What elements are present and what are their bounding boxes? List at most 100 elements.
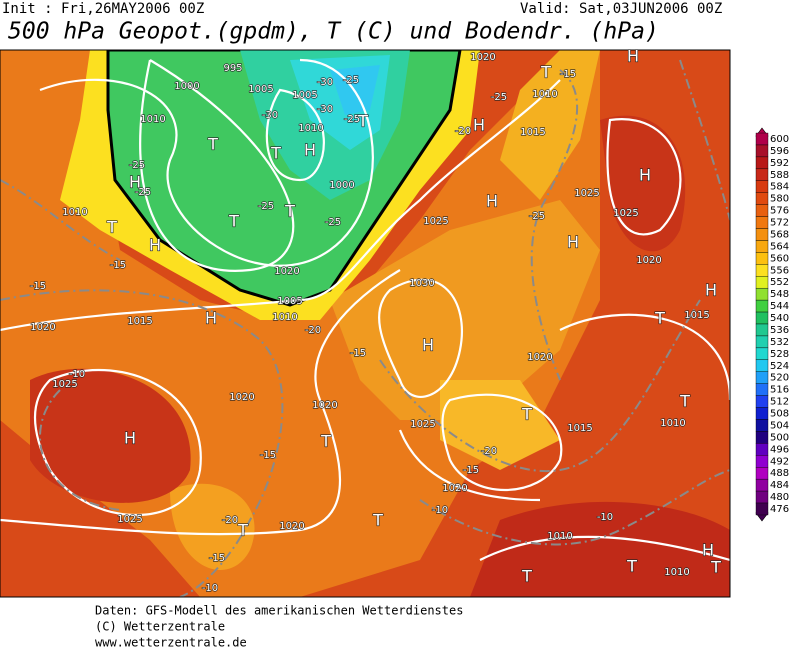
pressure-center: T: [679, 392, 690, 411]
colorbar-swatch: [755, 455, 769, 468]
footer-line: (C) Wetterzentrale: [95, 620, 225, 634]
pressure-center: T: [540, 63, 551, 82]
contour-label: 1020: [470, 52, 495, 63]
contour-label: 1020: [636, 255, 661, 266]
contour-label: -25: [529, 211, 545, 222]
contour-label: 1000: [174, 81, 199, 92]
pressure-center: H: [129, 173, 141, 192]
colorbar-label: 528: [770, 349, 789, 360]
contour-label: -15: [560, 69, 576, 80]
contour-label: -10: [432, 505, 448, 516]
pressure-center: T: [270, 144, 281, 163]
contour-label: -25: [129, 160, 145, 171]
contour-label: -20: [222, 515, 238, 526]
contour-label: 1010: [547, 531, 572, 542]
pressure-center: T: [710, 558, 721, 577]
colorbar-swatch: [755, 359, 769, 372]
pressure-center: H: [149, 236, 161, 255]
contour-label: -15: [260, 450, 276, 461]
colorbar-swatch: [755, 144, 769, 158]
contour-label: 1015: [684, 310, 709, 321]
contour-label: 1020: [30, 322, 55, 333]
pressure-center: T: [521, 405, 532, 424]
colorbar-swatch: [755, 323, 769, 337]
contour-label: -25: [135, 187, 151, 198]
footer-line: www.wetterzentrale.de: [95, 636, 247, 648]
colorbar-label: 516: [770, 385, 789, 396]
colorbar-label: 520: [770, 373, 789, 384]
valid-time: Valid: Sat,03JUN2006 00Z: [520, 1, 722, 17]
pressure-center: T: [228, 212, 239, 231]
contour-label: -25: [491, 92, 507, 103]
colorbar-swatch: [755, 264, 769, 277]
colorbar-label: 492: [770, 456, 789, 467]
contour-label: -15: [30, 281, 46, 292]
contour-label: 1010: [140, 114, 165, 125]
colorbar-swatch: [755, 204, 769, 217]
contour-label: 1030: [409, 278, 434, 289]
colorbar-label: 600: [770, 134, 789, 145]
contour-label: 1015: [520, 127, 545, 138]
colorbar-label: 476: [770, 504, 789, 515]
colorbar-swatch: [755, 395, 769, 408]
colorbar-label: 544: [770, 301, 789, 312]
colorbar-label: 572: [770, 218, 789, 229]
contour-label: 1020: [527, 352, 552, 363]
colorbar-label: 592: [770, 158, 789, 169]
pressure-center: T: [320, 432, 331, 451]
colorbar-label: 496: [770, 444, 789, 455]
colorbar-label: 576: [770, 206, 789, 217]
pressure-center: T: [626, 557, 637, 576]
colorbar-swatch: [755, 132, 769, 146]
colorbar-swatch: [755, 311, 769, 325]
pressure-center: T: [237, 521, 248, 540]
contour-label: 1025: [410, 419, 435, 430]
colorbar-label: 560: [770, 253, 789, 264]
colorbar-swatch: [755, 192, 769, 205]
contour-label: 1010: [62, 207, 87, 218]
pressure-center: H: [486, 192, 498, 211]
colorbar-swatch: [755, 335, 769, 349]
contour-label: -25: [258, 201, 274, 212]
colorbar-swatch: [755, 419, 769, 432]
contour-label: 1010: [298, 123, 323, 134]
contour-label: 1000: [329, 180, 354, 191]
colorbar-label: 548: [770, 289, 789, 300]
colorbar-swatch: [755, 287, 769, 301]
contour-label: -30: [262, 110, 278, 121]
contour-label: 995: [223, 63, 242, 74]
map-title: 500 hPa Geopot.(gpdm), T (C) und Bodendr…: [8, 19, 659, 45]
colorbar-label: 584: [770, 182, 789, 193]
init-time: Init : Fri,26MAY2006 00Z: [2, 1, 204, 17]
pressure-center: T: [521, 567, 532, 586]
colorbar-swatch: [755, 299, 769, 313]
contour-label: 1020: [274, 266, 299, 277]
pressure-center: T: [106, 218, 117, 237]
contour-label: -30: [317, 77, 333, 88]
contour-label: -15: [350, 348, 366, 359]
contour-label: -15: [209, 553, 225, 564]
colorbar-label: 484: [770, 480, 789, 491]
contour-label: -25: [325, 217, 341, 228]
contour-label: -30: [317, 104, 333, 115]
contour-label: 1015: [567, 423, 592, 434]
contour-label: -25: [344, 114, 360, 125]
pressure-center: T: [372, 511, 383, 530]
pressure-center: H: [304, 141, 316, 160]
contour-label: 1020: [312, 400, 337, 411]
colorbar-swatch: [755, 443, 769, 456]
map-frame: [0, 49, 731, 598]
colorbar-swatch: [755, 168, 769, 181]
colorbar-label: 504: [770, 420, 789, 431]
contour-label: -15: [463, 465, 479, 476]
colorbar-label: 568: [770, 229, 789, 240]
contour-label: -20: [305, 325, 321, 336]
colorbar-swatch: [755, 383, 769, 396]
contour-label: 1020: [279, 521, 304, 532]
colorbar-swatch: [755, 156, 769, 170]
colorbar-swatch: [755, 240, 769, 253]
contour-label: 1020: [442, 483, 467, 494]
colorbar-label: 580: [770, 194, 789, 205]
contour-label: -15: [110, 260, 126, 271]
